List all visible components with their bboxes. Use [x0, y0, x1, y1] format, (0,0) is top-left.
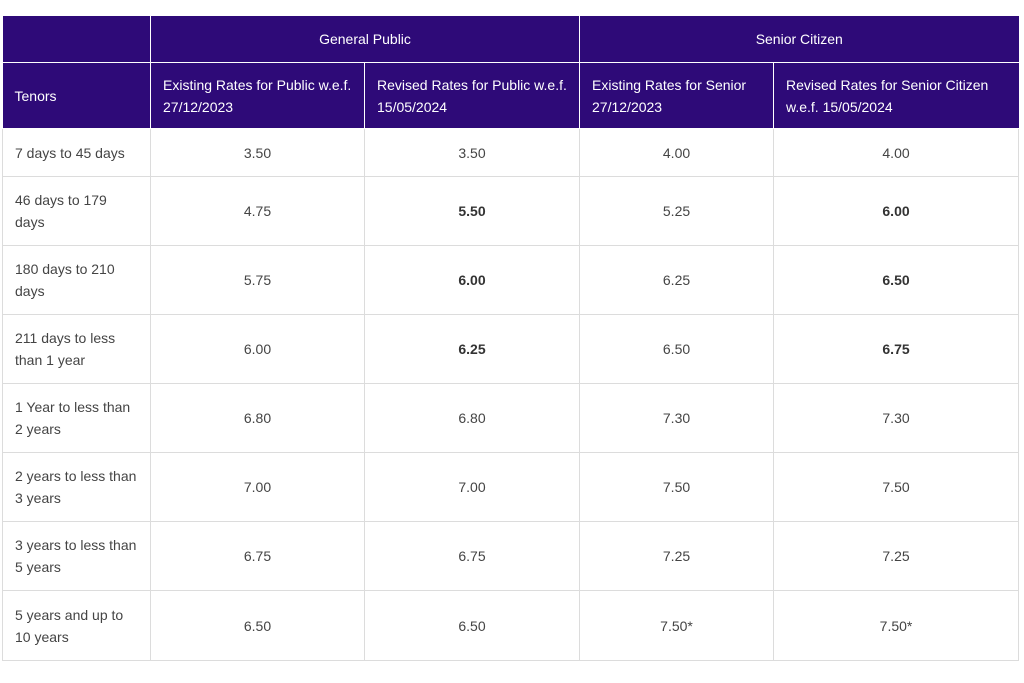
table-row: 211 days to less than 1 year 6.00 6.25 6…: [2, 314, 1020, 384]
group-header-general-public: General Public: [149, 16, 581, 63]
table-body: 7 days to 45 days 3.50 3.50 4.00 4.00 46…: [2, 128, 1020, 661]
senior-existing-rate: 6.25: [579, 245, 775, 315]
tenor-cell: 3 years to less than 5 years: [2, 521, 151, 591]
column-header-senior-revised: Revised Rates for Senior Citizen w.e.f. …: [773, 62, 1019, 129]
public-existing-rate: 3.50: [150, 128, 365, 177]
senior-revised-rate: 7.50: [773, 452, 1020, 522]
senior-existing-rate: 7.50: [579, 452, 775, 522]
fd-rates-table: General Public Senior Citizen Tenors Exi…: [2, 16, 1020, 661]
public-existing-rate: 6.00: [150, 314, 365, 384]
tenor-cell: 5 years and up to 10 years: [2, 590, 151, 661]
senior-existing-rate: 4.00: [579, 128, 775, 177]
table-header: General Public Senior Citizen Tenors Exi…: [2, 16, 1019, 129]
public-existing-rate: 7.00: [150, 452, 365, 522]
public-revised-rate: 6.50: [363, 590, 581, 661]
group-header-senior-citizen: Senior Citizen: [579, 16, 1019, 63]
column-header-tenors: Tenors: [2, 62, 151, 129]
senior-revised-rate: 6.00: [773, 176, 1020, 246]
senior-existing-rate: 7.50*: [579, 590, 775, 661]
public-revised-rate: 6.80: [363, 383, 581, 453]
senior-revised-rate: 6.50: [773, 245, 1020, 315]
public-existing-rate: 6.75: [150, 521, 365, 591]
table-row: 7 days to 45 days 3.50 3.50 4.00 4.00: [2, 128, 1020, 177]
senior-existing-rate: 7.30: [579, 383, 775, 453]
public-existing-rate: 5.75: [150, 245, 365, 315]
senior-revised-rate: 7.30: [773, 383, 1020, 453]
public-revised-rate: 3.50: [363, 128, 581, 177]
public-revised-rate: 6.00: [363, 245, 581, 315]
group-header-row: General Public Senior Citizen: [2, 16, 1019, 63]
column-header-public-existing: Existing Rates for Public w.e.f. 27/12/2…: [150, 62, 365, 129]
table-row: 3 years to less than 5 years 6.75 6.75 7…: [2, 521, 1020, 591]
public-revised-rate: 7.00: [363, 452, 581, 522]
public-revised-rate: 6.75: [363, 521, 581, 591]
column-header-row: Tenors Existing Rates for Public w.e.f. …: [2, 62, 1019, 129]
tenor-cell: 46 days to 179 days: [2, 176, 151, 246]
senior-existing-rate: 5.25: [579, 176, 775, 246]
senior-revised-rate: 7.25: [773, 521, 1020, 591]
tenor-cell: 211 days to less than 1 year: [2, 314, 151, 384]
tenor-cell: 180 days to 210 days: [2, 245, 151, 315]
table-row: 1 Year to less than 2 years 6.80 6.80 7.…: [2, 383, 1020, 453]
table-row: 2 years to less than 3 years 7.00 7.00 7…: [2, 452, 1020, 522]
public-existing-rate: 6.50: [150, 590, 365, 661]
column-header-senior-existing: Existing Rates for Senior 27/12/2023: [579, 62, 775, 129]
senior-revised-rate: 4.00: [773, 128, 1020, 177]
column-header-public-revised: Revised Rates for Public w.e.f. 15/05/20…: [363, 62, 581, 129]
table-row: 46 days to 179 days 4.75 5.50 5.25 6.00: [2, 176, 1020, 246]
tenor-cell: 1 Year to less than 2 years: [2, 383, 151, 453]
table-row: 5 years and up to 10 years 6.50 6.50 7.5…: [2, 590, 1020, 661]
senior-revised-rate: 7.50*: [773, 590, 1020, 661]
senior-existing-rate: 6.50: [579, 314, 775, 384]
group-header-blank: [2, 16, 151, 63]
tenor-cell: 7 days to 45 days: [2, 128, 151, 177]
table-row: 180 days to 210 days 5.75 6.00 6.25 6.50: [2, 245, 1020, 315]
senior-revised-rate: 6.75: [773, 314, 1020, 384]
public-existing-rate: 6.80: [150, 383, 365, 453]
public-revised-rate: 6.25: [363, 314, 581, 384]
tenor-cell: 2 years to less than 3 years: [2, 452, 151, 522]
public-existing-rate: 4.75: [150, 176, 365, 246]
rates-table-container: General Public Senior Citizen Tenors Exi…: [2, 16, 1020, 661]
public-revised-rate: 5.50: [363, 176, 581, 246]
senior-existing-rate: 7.25: [579, 521, 775, 591]
